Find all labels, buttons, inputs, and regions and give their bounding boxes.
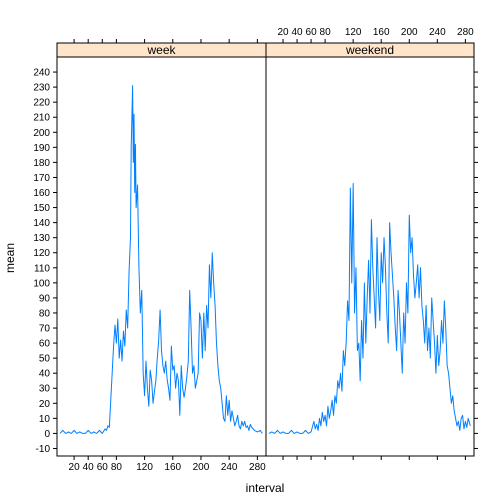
- x-tick-label: 20: [69, 462, 81, 473]
- y-tick-label: 180: [33, 158, 50, 169]
- panel-frames: [56, 56, 475, 457]
- panel-week: [56, 56, 267, 457]
- y-tick-label: 240: [33, 68, 50, 79]
- y-axis-label: mean: [3, 243, 17, 273]
- panel-weekend: [265, 56, 475, 457]
- x-tick-label: 200: [193, 462, 210, 473]
- x-axis-label: interval: [246, 481, 285, 495]
- y-axis: -10 0 10 20 30 40 50 60 70 80 90 100 110 120 130 140 150…: [33, 68, 478, 455]
- y-tick-label: 60: [39, 339, 51, 350]
- x-tick-label: 280: [249, 462, 266, 473]
- y-tick-label: 70: [39, 324, 51, 335]
- x-tick-label: 60: [306, 27, 318, 38]
- x-tick-label: 240: [221, 462, 238, 473]
- x-tick-label: 20: [277, 27, 289, 38]
- y-tick-label: 50: [39, 354, 51, 365]
- series-line-week: [59, 85, 263, 434]
- y-tick-label: 100: [33, 278, 50, 289]
- x-tick-label: 80: [320, 27, 332, 38]
- x-tick-label: 160: [164, 462, 181, 473]
- y-tick-label: 210: [33, 113, 50, 124]
- panel-strips: week weekend: [56, 42, 475, 58]
- y-tick-label: 90: [39, 293, 51, 304]
- x-tick-label: 120: [136, 462, 153, 473]
- x-tick-label: 40: [83, 462, 95, 473]
- y-tick-label: 170: [33, 173, 50, 184]
- y-tick-label: 120: [33, 248, 50, 259]
- x-tick-label: 280: [457, 27, 474, 38]
- y-tick-label: 20: [39, 399, 51, 410]
- y-tick-label: 80: [39, 308, 51, 319]
- series-lines: [59, 85, 471, 434]
- series-line-weekend: [268, 182, 471, 434]
- x-tick-label: 200: [401, 27, 418, 38]
- x-tick-label: 160: [373, 27, 390, 38]
- y-tick-label: 40: [39, 369, 51, 380]
- strip-label-week: week: [146, 43, 176, 57]
- y-tick-label: 10: [39, 414, 51, 425]
- y-tick-label: 150: [33, 203, 50, 214]
- x-tick-label: 40: [291, 27, 303, 38]
- y-tick-label: 190: [33, 143, 50, 154]
- y-tick-label: 230: [33, 83, 50, 94]
- y-tick-label: 0: [44, 429, 50, 440]
- y-tick-label: 220: [33, 98, 50, 109]
- x-tick-label: 240: [429, 27, 446, 38]
- y-tick-label: 110: [34, 263, 50, 274]
- x-tick-label: 80: [111, 462, 123, 473]
- strip-weekend: [265, 42, 475, 58]
- y-tick-label: 200: [33, 128, 50, 139]
- y-tick-label: 30: [39, 384, 51, 395]
- y-tick-label: 160: [33, 188, 50, 199]
- x-tick-label: 60: [97, 462, 109, 473]
- x-tick-label: 120: [345, 27, 362, 38]
- y-tick-label: -10: [36, 444, 51, 455]
- y-tick-label: 130: [33, 233, 50, 244]
- strip-label-weekend: weekend: [345, 43, 394, 57]
- y-tick-label: 140: [33, 218, 50, 229]
